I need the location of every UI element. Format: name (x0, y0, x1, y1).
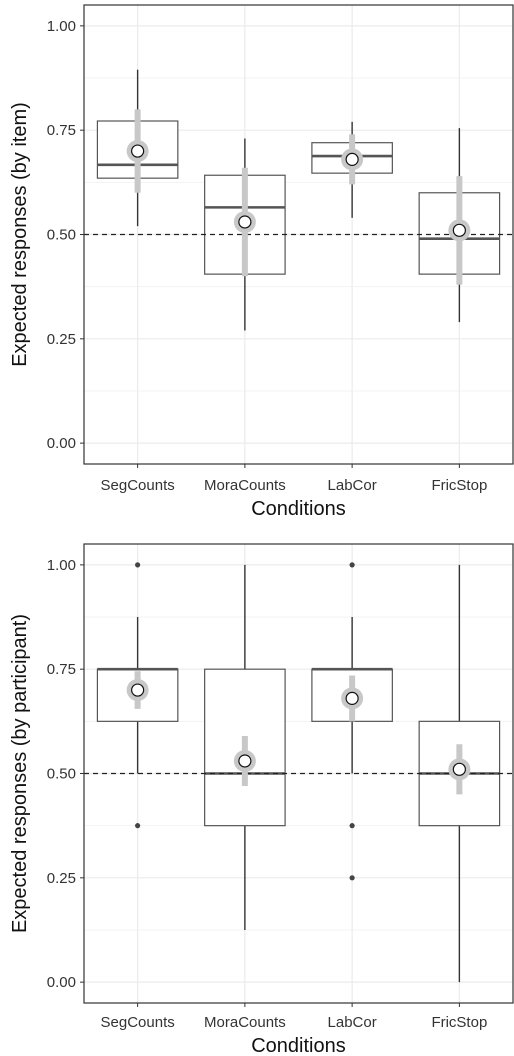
outlier-point (349, 875, 355, 881)
y-tick-label: 0.25 (47, 331, 76, 348)
y-tick-label: 0.00 (47, 435, 76, 452)
chart-panel-2: 0.00 0.25 0.50 0.75 1.00 SegCounts MoraCounts L… (9, 543, 514, 1056)
panel-border (83, 543, 514, 1004)
mean-point (238, 215, 252, 229)
y-tick-label: 0.25 (47, 870, 76, 887)
outlier-point (135, 823, 141, 829)
x-tick-label: FricStop (431, 1014, 487, 1031)
mean-point (131, 144, 145, 158)
mean-point (452, 762, 466, 776)
x-tick-label: LabCor (328, 477, 377, 494)
mean-point (452, 223, 466, 237)
mean-point (345, 691, 359, 705)
x-axis-title: Conditions (251, 498, 346, 520)
x-tick-label: SegCounts (101, 477, 175, 494)
mean-point (238, 754, 252, 768)
outlier-point (349, 562, 355, 568)
x-tick-label: SegCounts (101, 1014, 175, 1031)
y-tick-label: 1.00 (47, 18, 76, 35)
x-tick-label: MoraCounts (204, 1014, 286, 1031)
panel-border (83, 4, 514, 465)
y-tick-label: 0.50 (47, 766, 76, 783)
outlier-point (135, 562, 141, 568)
y-tick-label: 0.75 (47, 661, 76, 678)
y-tick-label: 0.75 (47, 122, 76, 139)
y-axis-title: Expected responses (by participant) (9, 614, 31, 933)
x-tick-label: FricStop (431, 477, 487, 494)
x-tick-label: LabCor (328, 1014, 377, 1031)
mean-point (345, 152, 359, 166)
mean-point (131, 683, 145, 697)
y-tick-label: 0.00 (47, 974, 76, 991)
y-tick-label: 0.50 (47, 227, 76, 244)
x-axis-title: Conditions (251, 1035, 346, 1056)
chart-panel-1: 0.00 0.25 0.50 0.75 1.00 SegCounts MoraCounts L… (9, 4, 514, 520)
y-axis-title: Expected responses (by item) (9, 102, 31, 367)
outlier-point (349, 823, 355, 829)
x-tick-label: MoraCounts (204, 477, 286, 494)
y-tick-label: 1.00 (47, 557, 76, 574)
